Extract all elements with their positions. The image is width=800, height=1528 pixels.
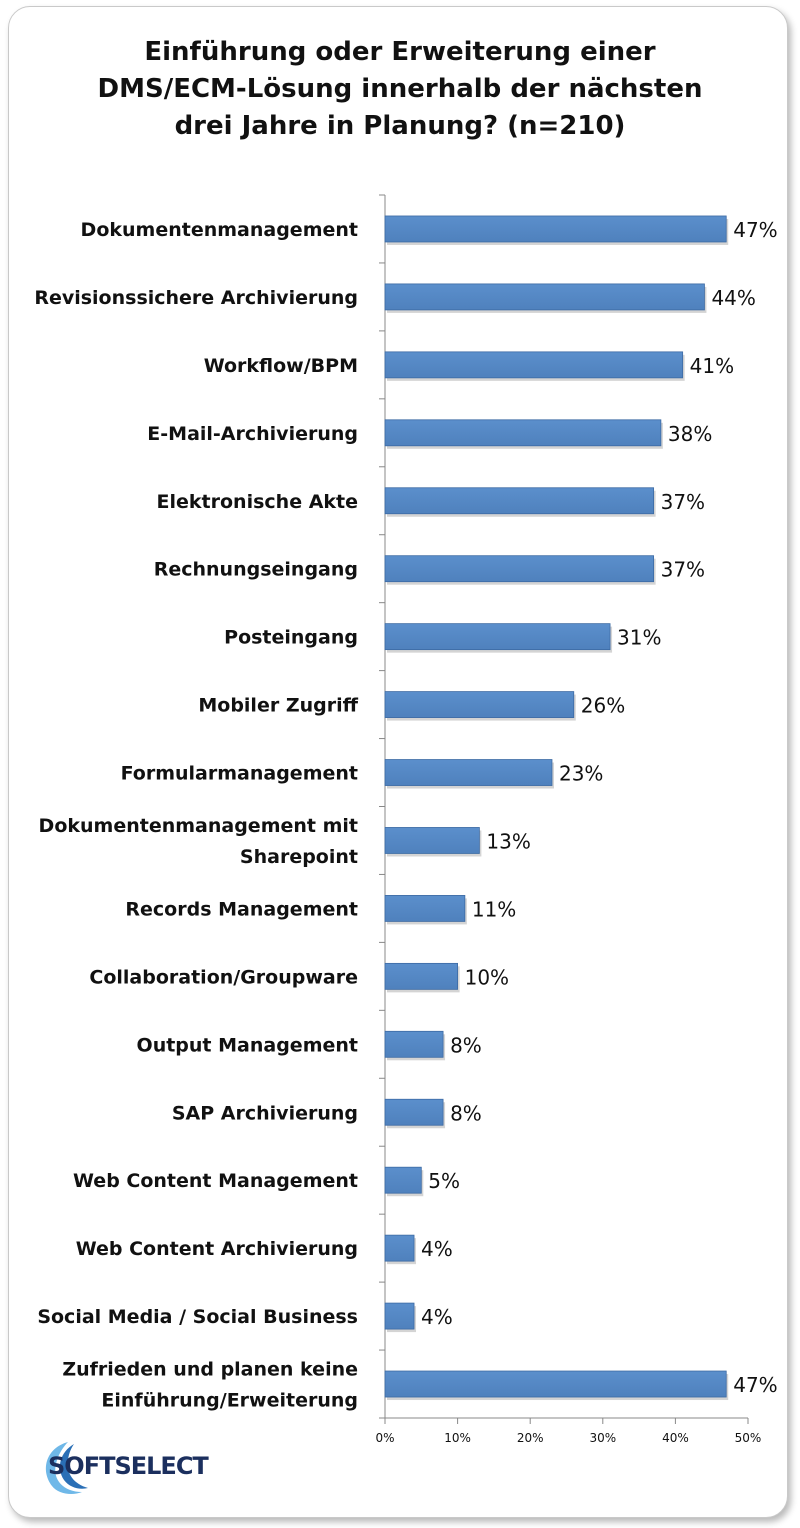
category-label: Elektronische Akte	[157, 491, 358, 513]
bar-4	[384, 419, 662, 447]
value-label: 10%	[465, 965, 509, 989]
category-label: Workflow/BPM	[204, 355, 358, 377]
softselect-logo-swoosh	[45, 1442, 88, 1494]
category-label: Web Content Management	[73, 1170, 358, 1192]
value-label: 26%	[581, 694, 625, 718]
category-label: Output Management	[137, 1034, 358, 1056]
value-label: 37%	[661, 490, 705, 514]
value-label: 23%	[559, 762, 603, 786]
value-label: 37%	[661, 558, 705, 582]
bar-13	[384, 1030, 444, 1058]
bar-18	[384, 1370, 727, 1398]
category-label: Einführung/Erweiterung	[101, 1390, 358, 1412]
chart-title: Einführung oder Erweiterung einer DMS/EC…	[0, 34, 800, 145]
x-tick-label: 10%	[444, 1431, 471, 1445]
value-label: 11%	[472, 897, 516, 921]
bar-6	[384, 555, 655, 583]
bar-7	[384, 623, 611, 651]
bar-2	[384, 283, 705, 311]
category-label: Records Management	[125, 898, 358, 920]
bar-15	[384, 1166, 422, 1194]
x-tick-label: 20%	[517, 1431, 544, 1445]
category-label: Social Media / Social Business	[37, 1306, 358, 1328]
bar-10	[384, 827, 480, 854]
value-label: 8%	[450, 1101, 482, 1125]
value-label: 44%	[711, 286, 755, 310]
value-label: 31%	[617, 626, 661, 650]
chart-title-line-3: drei Jahre in Planung? (n=210)	[174, 111, 626, 141]
value-label: 38%	[668, 422, 712, 446]
value-label: 5%	[428, 1169, 460, 1193]
category-label: Dokumentenmanagement	[81, 219, 358, 241]
bar-11	[384, 895, 466, 922]
value-label: 4%	[421, 1237, 453, 1261]
value-label: 4%	[421, 1305, 453, 1329]
bar-17	[384, 1302, 415, 1330]
chart-title-line-2: DMS/ECM-Lösung innerhalb der nächsten	[97, 74, 703, 104]
category-label: E-Mail-Archivierung	[147, 423, 358, 445]
bar-14	[384, 1098, 444, 1126]
x-tick-label: 30%	[589, 1431, 616, 1445]
category-label: Collaboration/Groupware	[89, 966, 358, 988]
bar-3	[384, 351, 684, 379]
category-label: SAP Archivierung	[172, 1102, 358, 1124]
category-label: Rechnungseingang	[154, 559, 358, 581]
bar-1	[384, 215, 727, 243]
value-label: 41%	[690, 354, 734, 378]
x-tick-label: 50%	[735, 1431, 762, 1445]
category-label: Web Content Archivierung	[76, 1238, 358, 1260]
category-label: Zufrieden und planen keine	[62, 1359, 358, 1381]
value-label: 47%	[733, 218, 777, 242]
bar-12	[384, 962, 458, 990]
category-label: Mobiler Zugriff	[198, 695, 358, 717]
x-tick-label: 0%	[375, 1431, 394, 1445]
category-label: Formularmanagement	[121, 763, 358, 785]
bar-5	[384, 487, 655, 515]
value-label: 8%	[450, 1033, 482, 1057]
bar-9	[384, 759, 553, 786]
bar-16	[384, 1234, 415, 1262]
category-label: Dokumentenmanagement mit	[39, 815, 358, 837]
value-label: 13%	[486, 829, 530, 853]
category-label: Revisionssichere Archivierung	[34, 287, 358, 309]
category-label: Sharepoint	[240, 846, 358, 868]
chart-title-line-1: Einführung oder Erweiterung einer	[144, 37, 656, 67]
value-label: 47%	[733, 1373, 777, 1397]
x-tick-label: 40%	[662, 1431, 689, 1445]
bar-8	[384, 691, 575, 718]
softselect-logo-text: SOFTSELECT	[48, 1452, 209, 1480]
category-label: Posteingang	[224, 627, 358, 649]
